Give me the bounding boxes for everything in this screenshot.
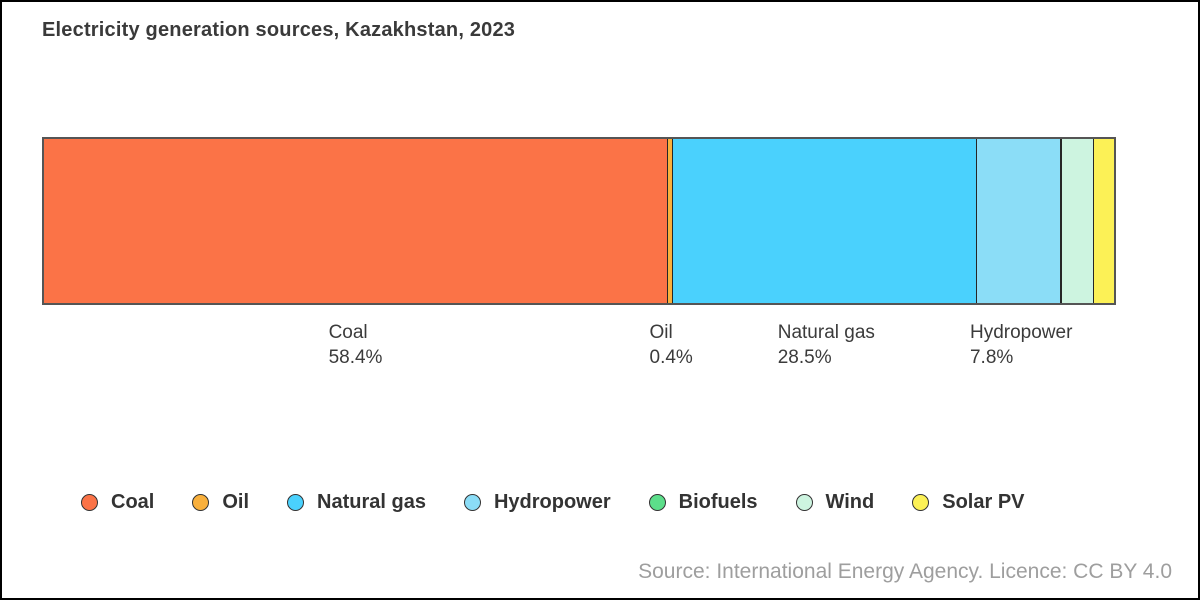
legend-label: Natural gas xyxy=(317,491,426,513)
stacked-bar xyxy=(42,137,1116,305)
legend-label: Biofuels xyxy=(678,491,758,513)
bar-segment-solar-pv[interactable] xyxy=(1093,139,1114,303)
legend-label: Oil xyxy=(222,491,250,513)
segment-percentage: 0.4% xyxy=(649,347,693,368)
segment-label-hydropower: Hydropower 7.8% xyxy=(970,320,1072,370)
legend-item-wind[interactable]: Wind xyxy=(795,491,875,514)
legend-dot-icon xyxy=(795,494,813,511)
legend-item-coal[interactable]: Coal xyxy=(81,491,154,514)
segment-percentage: 7.8% xyxy=(969,347,1014,368)
legend-label: Coal xyxy=(111,491,155,513)
legend-dot-icon xyxy=(192,494,210,511)
legend-dot-icon xyxy=(648,494,666,511)
bar-segment-wind[interactable] xyxy=(1061,139,1094,303)
legend-item-natural-gas[interactable]: Natural gas xyxy=(287,491,426,514)
legend-item-hydropower[interactable]: Hydropower xyxy=(463,491,611,514)
legend-item-oil[interactable]: Oil xyxy=(192,491,249,514)
legend-dot-icon xyxy=(463,494,481,511)
legend-item-solar-pv[interactable]: Solar PV xyxy=(912,491,1025,514)
bar-segment-oil[interactable] xyxy=(668,139,673,303)
legend-dot-icon xyxy=(81,494,98,511)
segment-percentage: 58.4% xyxy=(328,347,383,368)
segment-name: Coal xyxy=(328,322,368,343)
segment-labels: Coal 58.4% Oil 0.4% Natural gas 28.5% Hydropow… xyxy=(42,320,1116,380)
segment-name: Oil xyxy=(649,322,673,343)
segment-label-coal: Coal 58.4% xyxy=(329,320,383,370)
bar-segment-hydropower[interactable] xyxy=(977,139,1061,303)
segment-percentage: 28.5% xyxy=(777,347,832,368)
legend-label: Wind xyxy=(825,491,875,513)
segment-label-natural-gas: Natural gas 28.5% xyxy=(778,320,875,370)
chart-title: Electricity generation sources, Kazakhst… xyxy=(42,19,516,41)
legend-label: Solar PV xyxy=(942,491,1025,513)
legend-item-biofuels[interactable]: Biofuels xyxy=(648,491,758,514)
bar-segment-natural-gas[interactable] xyxy=(672,139,978,303)
legend: Coal Oil Natural gas Hydropower Biofuels Wind… xyxy=(81,491,1025,514)
legend-dot-icon xyxy=(912,494,930,511)
legend-dot-icon xyxy=(287,494,305,511)
segment-name: Hydropower xyxy=(969,322,1073,343)
bar-segment-coal[interactable] xyxy=(44,139,669,303)
segment-label-oil: Oil 0.4% xyxy=(650,320,693,370)
segment-name: Natural gas xyxy=(777,322,875,343)
source-attribution: Source: International Energy Agency. Lic… xyxy=(638,560,1172,583)
bar-segment-biofuels[interactable] xyxy=(1060,139,1062,303)
legend-label: Hydropower xyxy=(493,491,611,513)
